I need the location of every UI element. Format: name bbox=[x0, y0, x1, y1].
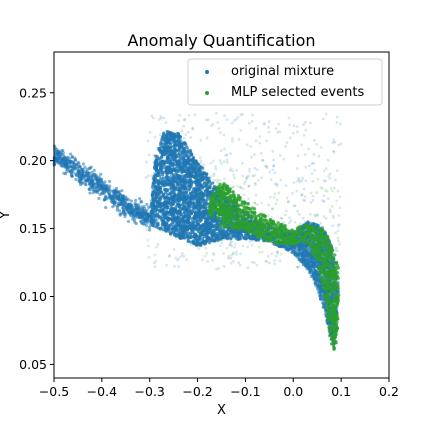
chart-title: Anomaly Quantification bbox=[128, 31, 316, 50]
scatter-point-original-mixture bbox=[143, 207, 146, 210]
scatter-point-original-mixture bbox=[69, 165, 72, 168]
scatter-point-original-mixture bbox=[91, 185, 94, 188]
scatter-point-original-mixture bbox=[141, 210, 144, 213]
scatter-point-original-mixture bbox=[160, 217, 163, 220]
scatter-point-original-mixture bbox=[129, 209, 132, 212]
scatter-point-original-mixture bbox=[114, 201, 117, 204]
scatter-point-original-mixture bbox=[123, 215, 126, 218]
scatter-point-original-mixture bbox=[117, 197, 120, 200]
scatter-point-original-mixture bbox=[71, 155, 74, 158]
scatter-point-original-mixture bbox=[173, 168, 176, 171]
scatter-point-original-mixture bbox=[74, 178, 77, 181]
scatter-point-original-mixture bbox=[119, 203, 122, 206]
scatter-point-original-mixture bbox=[130, 199, 133, 202]
scatter-point-original-mixture bbox=[106, 188, 109, 191]
scatter-point-original-mixture bbox=[146, 221, 149, 224]
scatter-point-original-mixture bbox=[97, 197, 100, 200]
scatter-point-original-mixture bbox=[63, 156, 66, 159]
scatter-point-original-mixture bbox=[116, 190, 119, 193]
scatter-point-original-mixture bbox=[75, 163, 78, 166]
scatter-point-original-mixture bbox=[138, 215, 141, 218]
scatter-point-original-mixture bbox=[90, 180, 93, 183]
scatter-point-original-mixture bbox=[145, 203, 148, 206]
scatter-point-original-mixture bbox=[78, 179, 81, 182]
scatter-point-original-mixture bbox=[135, 212, 138, 215]
scatter-point-original-mixture bbox=[82, 162, 85, 165]
scatter-point-original-mixture bbox=[88, 167, 91, 170]
scatter-point-original-mixture bbox=[133, 206, 136, 209]
scatter-point-original-mixture bbox=[138, 197, 141, 200]
scatter-point-original-mixture bbox=[71, 168, 74, 171]
scatter-point-original-mixture bbox=[126, 202, 129, 205]
scatter-point-original-mixture bbox=[82, 170, 85, 173]
scatter-point-original-mixture bbox=[61, 149, 64, 152]
scatter-point-original-mixture bbox=[139, 212, 142, 215]
scatter-point-original-mixture bbox=[101, 192, 104, 195]
scatter-point-original-mixture bbox=[96, 178, 99, 181]
scatter-point-original-mixture bbox=[104, 195, 107, 198]
scatter-point-original-mixture bbox=[113, 188, 116, 191]
scatter-point-original-mixture bbox=[140, 200, 143, 203]
scatter-point-original-mixture bbox=[139, 220, 142, 223]
scatter-point-original-mixture bbox=[69, 170, 72, 173]
scatter-point-original-mixture bbox=[91, 188, 94, 191]
scatter-point-original-mixture bbox=[116, 208, 119, 211]
scatter-point-original-mixture bbox=[108, 180, 111, 183]
scatter-point-original-mixture bbox=[120, 189, 123, 192]
scatter-point-original-mixture bbox=[78, 170, 81, 173]
scatter-point-original-mixture bbox=[99, 173, 102, 176]
scatter-point-original-mixture bbox=[72, 162, 75, 165]
scatter-point-original-mixture bbox=[188, 208, 191, 211]
scatter-point-original-mixture bbox=[113, 191, 116, 194]
scatter-point-original-mixture bbox=[66, 168, 69, 171]
scatter-point-original-mixture bbox=[110, 199, 113, 202]
scatter-point-original-mixture bbox=[81, 181, 84, 184]
scatter-point-original-mixture bbox=[130, 212, 133, 215]
scatter-point-original-mixture bbox=[108, 193, 111, 196]
scatter-point-original-mixture bbox=[78, 165, 81, 168]
scatter-point-original-mixture bbox=[104, 206, 107, 209]
scatter-point-original-mixture bbox=[146, 217, 149, 220]
scatter-point-original-mixture bbox=[74, 159, 77, 162]
scatter-point-original-mixture bbox=[88, 188, 91, 191]
scatter-point-original-mixture bbox=[134, 199, 137, 202]
scatter-point-original-mixture bbox=[100, 179, 103, 182]
scatter-point-original-mixture bbox=[148, 228, 151, 231]
scatter-point-original-mixture bbox=[83, 175, 86, 178]
scatter-point-original-mixture bbox=[96, 189, 99, 192]
scatter-point-original-mixture bbox=[98, 183, 101, 186]
scatter-point-original-mixture bbox=[127, 220, 130, 223]
scatter-point-original-mixture bbox=[56, 160, 59, 163]
scatter-point-original-mixture bbox=[122, 211, 125, 214]
scatter-point-original-mixture bbox=[64, 164, 67, 167]
scatter-point-original-mixture bbox=[62, 172, 65, 175]
scatter-point-original-mixture bbox=[59, 152, 62, 155]
scatter-point-original-mixture bbox=[88, 191, 91, 194]
scatter-point-original-mixture bbox=[137, 206, 140, 209]
scatter-point-original-mixture bbox=[140, 205, 143, 208]
scatter-point-original-mixture bbox=[211, 181, 214, 184]
scatter-point-original-mixture bbox=[101, 187, 104, 190]
scatter-point-original-mixture bbox=[92, 176, 95, 179]
scatter-point-original-mixture bbox=[57, 149, 60, 152]
scatter-point-original-mixture bbox=[170, 171, 173, 174]
scatter-point-original-mixture bbox=[87, 178, 90, 181]
scatter-point-original-mixture bbox=[111, 205, 114, 208]
scatter-point-original-mixture bbox=[121, 197, 124, 200]
scatter-point-original-mixture bbox=[77, 173, 80, 176]
scatter-point-original-mixture bbox=[171, 191, 174, 194]
scatter-point-original-mixture bbox=[103, 198, 106, 201]
